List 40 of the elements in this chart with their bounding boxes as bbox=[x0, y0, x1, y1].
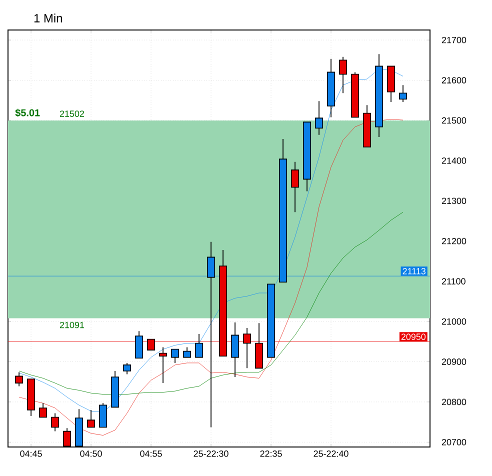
y-tick-label: 21300 bbox=[442, 198, 466, 204]
y-tick-label: 21000 bbox=[442, 318, 466, 325]
candlestick bbox=[171, 348, 180, 364]
candlestick bbox=[39, 402, 48, 418]
y-tick-label: 21200 bbox=[442, 238, 466, 244]
y-tick-label: 21400 bbox=[442, 157, 466, 164]
x-tick-label: 22:35 bbox=[260, 450, 282, 457]
y-tick-label: 20900 bbox=[442, 358, 466, 365]
x-tick-label: 04:55 bbox=[140, 450, 162, 457]
candlestick bbox=[87, 410, 96, 428]
band-label: $5.01 bbox=[15, 108, 40, 117]
x-tick-label: 25-22:40 bbox=[314, 450, 348, 457]
candlestick bbox=[159, 346, 168, 384]
candlestick bbox=[51, 412, 60, 432]
candlestick bbox=[135, 330, 144, 359]
x-tick-label: 04:45 bbox=[20, 450, 42, 457]
candlestick bbox=[339, 56, 348, 94]
y-tick-label: 20700 bbox=[442, 438, 466, 446]
x-tick-label: 25-22:30 bbox=[194, 450, 228, 457]
candlestick bbox=[15, 372, 24, 387]
y-tick-label: 21700 bbox=[442, 36, 466, 44]
candlestick bbox=[183, 346, 192, 358]
candlestick bbox=[231, 322, 240, 378]
annotation: 21091 bbox=[60, 322, 84, 328]
y-tick-label: 21500 bbox=[442, 117, 466, 124]
candlestick bbox=[291, 161, 300, 213]
ref-line-label: 20950 bbox=[401, 334, 426, 340]
candlestick bbox=[315, 100, 324, 136]
chart-title: 1 Min bbox=[34, 14, 62, 22]
candlestick bbox=[99, 402, 108, 428]
y-tick-label: 20800 bbox=[442, 398, 466, 406]
candlestick bbox=[123, 362, 132, 375]
y-tick-label: 21600 bbox=[442, 77, 466, 84]
y-tick-label: 21100 bbox=[442, 278, 466, 284]
x-tick-label: 04:50 bbox=[80, 450, 102, 457]
annotation: 21502 bbox=[60, 110, 84, 117]
candlestick bbox=[195, 334, 204, 358]
line-series bbox=[18, 119, 404, 436]
candlestick bbox=[399, 84, 408, 102]
ref-line-label: 21113 bbox=[402, 268, 426, 274]
